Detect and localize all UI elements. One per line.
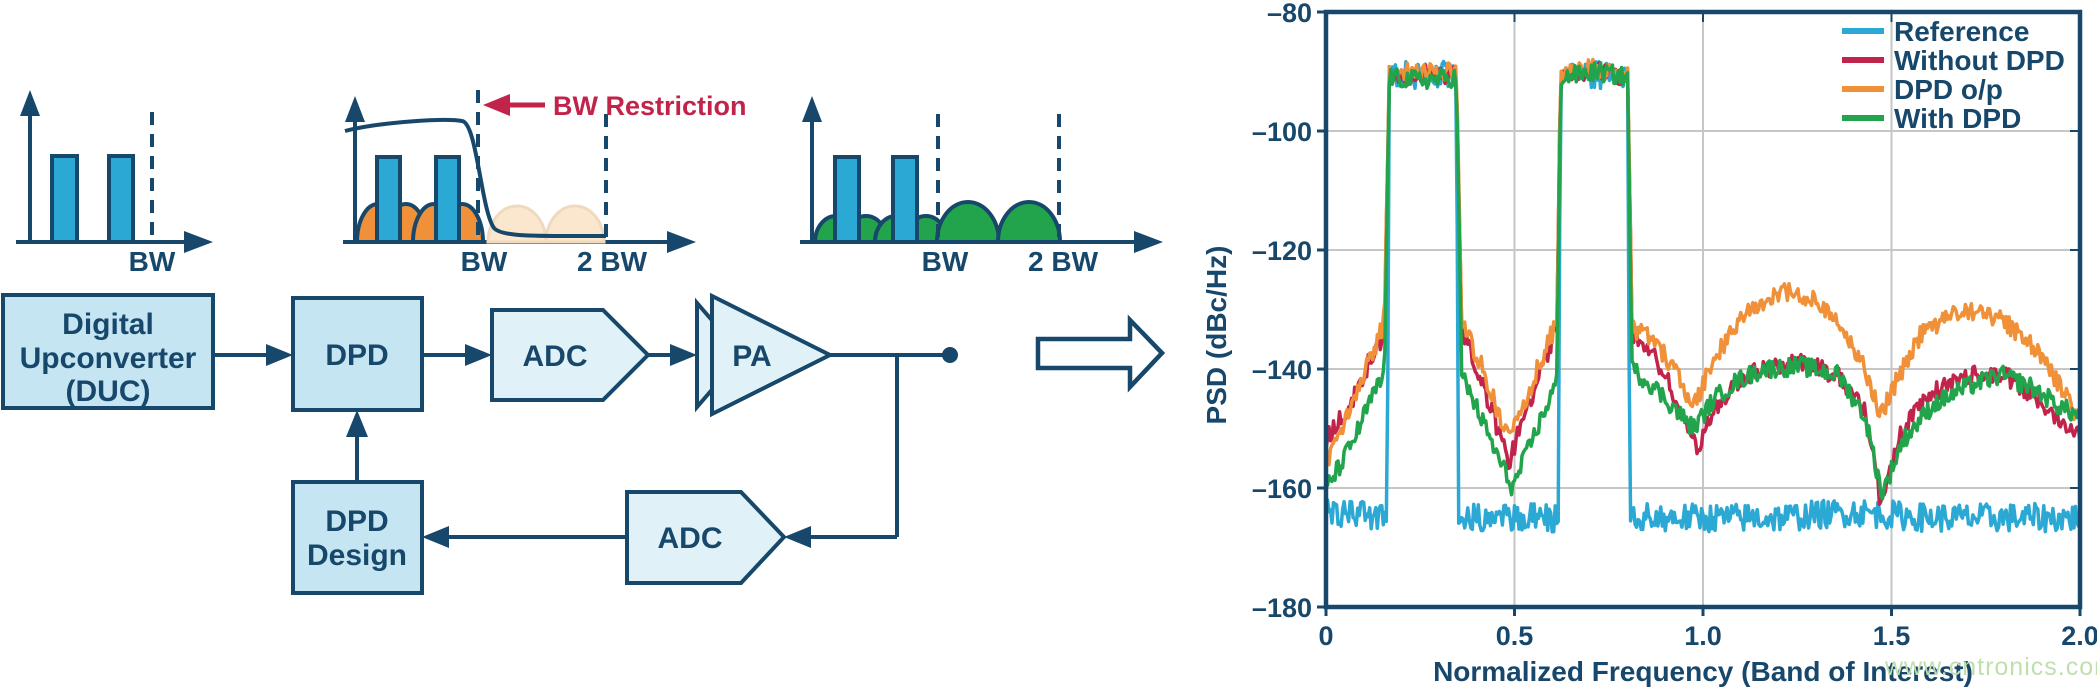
bw-restriction-label: BW Restriction [553,91,747,121]
y-tick-label: –100 [1252,117,1312,147]
adc-feedback-label: ADC [658,522,723,555]
sketch3-carrier-bar-1 [833,155,861,244]
y-tick-label: –80 [1267,0,1312,28]
dpd-design-label-line2: Design [307,539,407,572]
dpd-design-label-line1: DPD [325,505,388,538]
chart-series [1326,57,2080,534]
sketch3-x-axis-arrow-icon [1134,231,1163,253]
adc-feedback-block [625,490,787,585]
x-tick-label: 0 [1318,621,1333,651]
sketch1-carrier-bar-2 [107,154,135,244]
adc-forward-block [490,308,651,402]
x-tick-label: 1.5 [1873,621,1911,651]
sketch3-y-axis-arrow-icon [802,96,822,122]
sketch2-suppressed-distortion-dome-2 [544,204,606,244]
sketch1-bw-label: BW [129,246,176,277]
adc-forward-label: ADC [523,340,588,373]
legend-label-reference: Reference [1894,16,2029,47]
arrow-adc-to-pa-icon [670,344,697,366]
sketch1-carrier-bar-1 [50,154,79,244]
x-tick-label: 0.5 [1496,621,1534,651]
sketch2-bw-label: BW [461,246,508,277]
sketch2-2bw-label: 2 BW [577,246,648,277]
x-axis-title: Normalized Frequency (Band of Interest) [1433,656,1973,687]
dpd-label: DPD [325,339,388,372]
spectrum-sketch-bw-restriction: BW Restriction BW 2 BW [343,90,747,277]
result-arrow-icon [1035,314,1166,393]
sketch2-x-axis-arrow-icon [667,231,696,253]
legend-label-without-dpd: Without DPD [1894,45,2065,76]
legend-label-dpd-o-p: DPD o/p [1894,74,2003,105]
sketch2-carrier-bar-1 [375,155,402,244]
sketch2-y-axis-arrow-icon [345,96,365,122]
duc-block [1,293,215,410]
sketch3-2bw-label: 2 BW [1028,246,1099,277]
y-tick-label: –160 [1252,474,1312,504]
sketch1-y-axis-arrow-icon [20,90,40,116]
y-tick-label: –140 [1252,355,1312,385]
output-node-dot [942,347,958,363]
legend-label-with-dpd: With DPD [1894,103,2021,134]
sketch3-bw-label: BW [922,246,969,277]
arrow-feedback-to-adc-icon [784,526,811,548]
duc-label-line2: Upconverter [20,342,197,375]
y-tick-label: –120 [1252,236,1312,266]
chart-ticks [1317,10,2082,616]
y-tick-label: –180 [1252,593,1312,623]
block-diagram: Digital Upconverter (DUC) DPD ADC PA [1,292,1166,595]
x-tick-label: 1.0 [1684,621,1722,651]
y-axis-title: PSD (dBc/Hz) [1201,246,1232,425]
duc-label-line3: (DUC) [66,375,151,408]
spectrum-sketch-output: BW 2 BW [800,96,1163,277]
pa-label: PA [732,340,771,373]
arrow-dpd-to-adc-icon [465,344,492,366]
sketch2-carrier-bar-2 [434,155,461,244]
sketch3-outband-dome-2 [995,200,1063,244]
sketch1-x-axis-arrow-icon [184,231,213,253]
series-line-with-dpd [1326,61,2080,501]
duc-label-line1: Digital [62,308,154,341]
arrow-dpd-design-to-dpd-icon [346,410,368,437]
spectrum-sketch-input: BW [16,90,213,277]
bw-restriction-arrow-icon [483,94,510,116]
series-line-dpd-o-p [1326,57,2080,468]
arrow-adc-to-dpd-design-icon [422,526,449,548]
dpd-block [291,296,424,412]
signal-chain-diagram: BW BW Restriction BW 2 BW [1,90,1166,595]
arrow-duc-to-dpd-icon [266,344,293,366]
sketch3-carrier-bar-2 [891,155,919,244]
watermark: www.cntronics.com [1885,653,2097,681]
x-tick-label: 2.0 [2061,621,2097,651]
sketch3-outband-dome-1 [934,200,1002,244]
pa-block [710,292,835,418]
